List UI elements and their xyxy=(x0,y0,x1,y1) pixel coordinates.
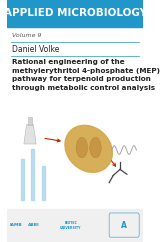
Text: APPLIED MICROBIOLOGY: APPLIED MICROBIOLOGY xyxy=(4,8,146,18)
Bar xyxy=(7,209,143,242)
Text: Daniel Volke: Daniel Volke xyxy=(12,45,60,54)
Circle shape xyxy=(76,137,88,158)
Bar xyxy=(21,159,24,200)
Text: IAMB: IAMB xyxy=(10,223,23,227)
Ellipse shape xyxy=(65,125,112,172)
Text: A: A xyxy=(121,221,127,230)
Bar xyxy=(31,149,34,200)
Text: Volume 9: Volume 9 xyxy=(12,33,42,38)
Circle shape xyxy=(90,137,101,158)
Bar xyxy=(7,0,143,27)
Bar xyxy=(42,166,45,200)
Text: BIOTEC
UNIVERSITY: BIOTEC UNIVERSITY xyxy=(60,221,82,229)
Text: Rational engineering of the
methylerythritol 4-phosphate (MEP)
pathway for terpe: Rational engineering of the methylerythr… xyxy=(12,59,160,91)
Polygon shape xyxy=(28,117,32,125)
Text: ABBI: ABBI xyxy=(28,223,40,227)
Polygon shape xyxy=(24,125,36,144)
